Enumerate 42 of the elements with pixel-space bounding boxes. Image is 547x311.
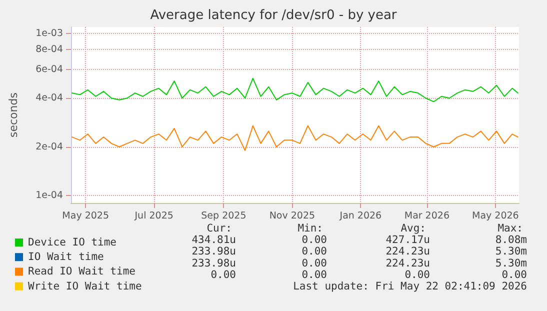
text: 434.81u (192, 234, 236, 246)
text: 5.30m (495, 257, 527, 270)
text: 0.00 (210, 268, 236, 281)
text: 0.00 (302, 234, 327, 246)
y-tick-label: 4e-04 (36, 92, 63, 104)
legend-label: Write IO Wait time (28, 280, 142, 292)
chart-title: Average latency for /dev/sr0 - by year (150, 8, 398, 23)
text: Cur: (206, 222, 232, 234)
text: 427.17u (386, 234, 430, 246)
x-tick-label: Jan 2026 (338, 210, 382, 222)
y-tick-label: 6e-04 (36, 64, 63, 76)
legend-label: IO Wait time (28, 251, 104, 264)
text: Min: (298, 222, 323, 234)
text: 224.23u (386, 257, 430, 270)
text: 233.98u (192, 257, 236, 270)
line-series (72, 78, 518, 102)
line-series (72, 125, 518, 151)
text: 8.08m (495, 234, 527, 246)
y-tick-label: 1e-04 (36, 190, 63, 202)
text: Avg: (400, 222, 426, 234)
text: 0.00 (302, 268, 327, 281)
text: 0.00 (502, 268, 527, 281)
x-tick-label: Sep 2025 (201, 210, 246, 222)
text: 0.00 (404, 268, 430, 281)
x-tick-label: Nov 2025 (269, 210, 316, 222)
text: 5.30m (495, 246, 527, 258)
y-tick-label: 8e-04 (36, 44, 63, 55)
y-tick-label: 2e-04 (36, 141, 63, 152)
x-tick-label: Mar 2026 (404, 210, 450, 222)
text: 233.98u (192, 246, 236, 258)
text: 0.00 (302, 246, 327, 258)
text: Max: (498, 222, 523, 234)
text: 0.00 (302, 257, 327, 270)
x-tick-label: May 2026 (472, 210, 519, 222)
text: 224.23u (386, 246, 430, 258)
y-axis-title: seconds (7, 92, 20, 138)
y-tick-label: 1e-03 (36, 28, 63, 40)
x-tick-label: Jul 2025 (134, 210, 174, 222)
x-tick-label: May 2025 (62, 210, 110, 222)
legend-label: Read IO Wait time (28, 266, 136, 278)
legend-label: Device IO time (28, 236, 117, 248)
text: Last update: Fri May 22 02:41:09 2026 (293, 280, 527, 292)
